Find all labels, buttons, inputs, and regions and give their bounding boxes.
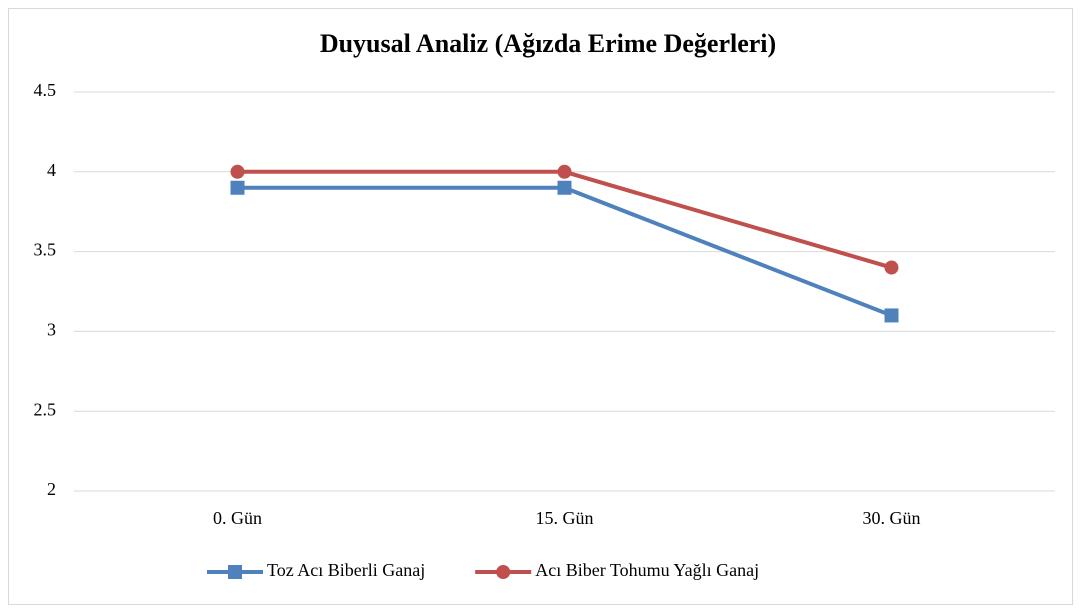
chart-frame <box>8 8 1073 605</box>
chart-title: Duyusal Analiz (Ağızda Erime Değerleri) <box>320 29 776 58</box>
legend-marker <box>496 565 511 579</box>
y-tick-label: 2 <box>47 479 56 499</box>
data-point <box>230 164 245 179</box>
x-tick-label: 30. Gün <box>863 508 921 528</box>
x-tick-label: 0. Gün <box>213 508 262 528</box>
y-tick-label: 4.5 <box>34 80 57 100</box>
data-point <box>884 308 899 323</box>
y-tick-label: 3.5 <box>34 240 57 260</box>
data-point <box>557 180 572 195</box>
y-tick-label: 3 <box>47 320 56 340</box>
legend-label: Toz Acı Biberli Ganaj <box>267 560 425 580</box>
y-tick-label: 2.5 <box>34 399 57 419</box>
x-tick-label: 15. Gün <box>536 508 594 528</box>
data-point <box>884 260 899 275</box>
data-point <box>230 180 245 195</box>
data-point <box>557 164 572 179</box>
y-tick-label: 4 <box>47 160 56 180</box>
legend-marker <box>228 565 242 579</box>
legend-label: Acı Biber Tohumu Yağlı Ganaj <box>535 560 759 580</box>
